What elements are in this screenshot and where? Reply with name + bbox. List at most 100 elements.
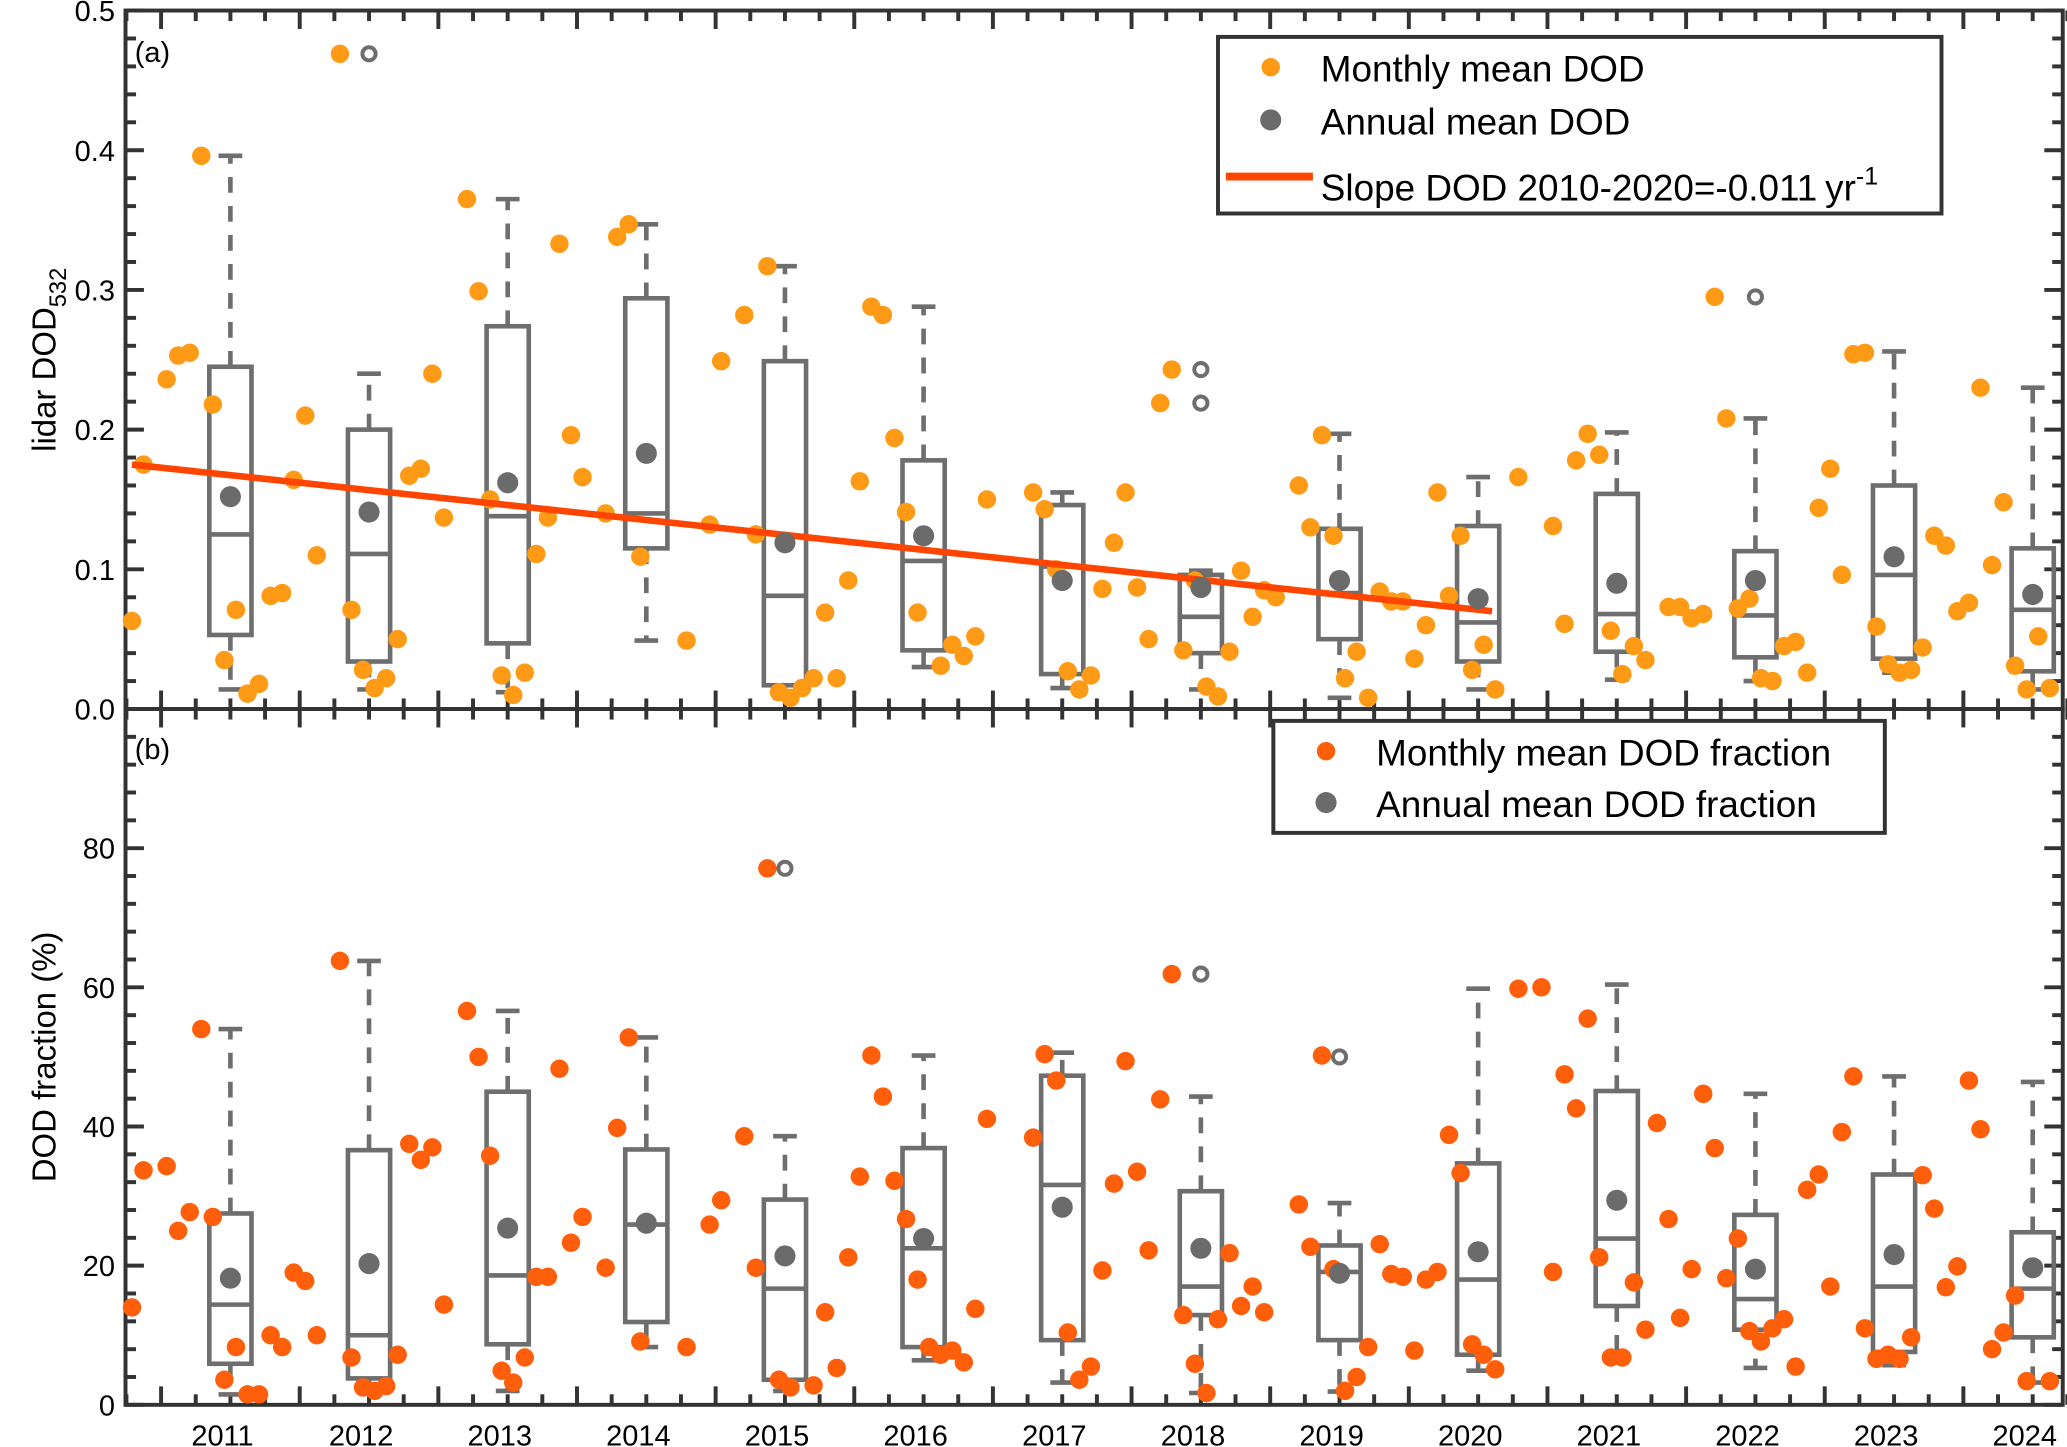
monthly-point — [1127, 578, 1147, 597]
monthly-point — [296, 1271, 315, 1291]
monthly-point — [1948, 1257, 1967, 1276]
monthly-point — [1231, 1296, 1251, 1316]
monthly-point — [1740, 589, 1759, 608]
monthly-point — [735, 1127, 754, 1146]
monthly-point — [1797, 1180, 1817, 1200]
y-tick-label: 20 — [83, 1251, 115, 1283]
monthly-point — [1335, 1381, 1355, 1401]
monthly-point — [735, 305, 754, 325]
monthly-point — [1139, 629, 1158, 649]
monthly-point — [1358, 1337, 1378, 1357]
monthly-point — [249, 674, 269, 694]
boxplot-2018 — [1177, 360, 1225, 692]
monthly-point — [850, 472, 870, 491]
monthly-point — [1693, 1084, 1713, 1104]
annual-mean-point — [774, 1245, 796, 1267]
box-iqr — [1593, 491, 1641, 655]
monthly-point — [1809, 498, 1828, 518]
y-tick-label: 80 — [83, 834, 115, 866]
monthly-point — [700, 1215, 719, 1234]
monthly-point — [827, 1358, 846, 1378]
monthly-point — [1104, 533, 1124, 552]
monthly-point — [758, 859, 777, 878]
monthly-point — [2017, 680, 2036, 699]
panel-a-ylabel-main: lidar DOD — [26, 307, 63, 452]
annual-mean-point — [1744, 569, 1766, 592]
outlier-marker — [1192, 360, 1210, 379]
monthly-point — [1231, 561, 1251, 580]
outlier-marker — [1330, 1048, 1349, 1066]
monthly-point — [1821, 459, 1840, 478]
monthly-point — [1936, 536, 1956, 555]
monthly-point — [1555, 614, 1574, 634]
monthly-point — [1150, 393, 1170, 413]
monthly-point — [607, 1118, 627, 1138]
x-tick-label: 2011 — [191, 1421, 253, 1447]
monthly-point — [815, 603, 835, 622]
monthly-point — [423, 1138, 442, 1157]
box-iqr — [622, 1147, 670, 1325]
boxplot-2014 — [622, 221, 670, 643]
panel-a-ylabel: lidar DOD532 — [26, 268, 73, 452]
monthly-point — [1543, 1262, 1563, 1282]
monthly-point — [1358, 688, 1378, 708]
outlier-marker — [1192, 965, 1210, 983]
monthly-point — [122, 611, 142, 631]
monthly-point — [966, 627, 985, 646]
monthly-point — [873, 1087, 893, 1106]
monthly-point — [411, 459, 431, 478]
y-tick-label: 0.0 — [75, 695, 115, 727]
box-iqr — [2009, 1229, 2057, 1340]
monthly-point — [1486, 1360, 1505, 1379]
monthly-point — [1832, 565, 1852, 585]
monthly-point — [307, 1326, 327, 1345]
monthly-point — [1959, 1071, 1979, 1090]
y-tick-label: 0.1 — [75, 555, 115, 587]
monthly-point — [1254, 1303, 1274, 1322]
monthly-point — [1243, 1277, 1262, 1296]
monthly-point — [1809, 1165, 1828, 1184]
monthly-point — [804, 1376, 823, 1395]
monthly-point — [1370, 1234, 1389, 1254]
monthly-point — [157, 370, 176, 389]
panel-b-ylabel: DOD fraction (%) — [26, 932, 63, 1183]
boxplot-2013 — [484, 196, 532, 695]
monthly-point — [1070, 1370, 1089, 1390]
monthly-point — [1451, 526, 1470, 546]
legend-annual-fraction-marker — [1315, 792, 1337, 814]
monthly-point — [2029, 627, 2048, 646]
monthly-point — [1023, 483, 1043, 502]
monthly-point — [1636, 650, 1655, 670]
x-tick-label: 2018 — [1161, 1421, 1225, 1447]
monthly-point — [2017, 1371, 2036, 1391]
monthly-point — [873, 305, 893, 325]
monthly-point — [527, 544, 546, 564]
monthly-point — [1220, 642, 1239, 661]
monthly-point — [781, 1378, 800, 1397]
monthly-point — [1093, 1261, 1112, 1280]
monthly-point — [1289, 1195, 1309, 1214]
monthly-point — [1243, 607, 1262, 627]
monthly-point — [434, 508, 454, 527]
boxplot-2024 — [2009, 385, 2057, 692]
x-tick-label: 2016 — [883, 1421, 947, 1447]
monthly-point — [1486, 680, 1505, 699]
legend-trend-label: Slope DOD 2010-2020=-0.011 yr-1 — [1321, 162, 1878, 208]
legend-monthly-dod-label: Monthly mean DOD — [1321, 49, 1645, 90]
annual-mean-point — [635, 1212, 657, 1234]
monthly-point — [1405, 1341, 1424, 1360]
annual-mean-point — [1328, 1262, 1351, 1284]
monthly-point — [1532, 978, 1551, 997]
monthly-point — [503, 1373, 523, 1392]
monthly-point — [1150, 1090, 1170, 1109]
monthly-point — [1624, 636, 1644, 656]
monthly-point — [1901, 1328, 1921, 1347]
x-tick-label: 2023 — [1854, 1421, 1918, 1447]
annual-mean-point — [1328, 569, 1351, 592]
monthly-point — [1566, 1099, 1586, 1118]
monthly-point — [388, 1345, 407, 1364]
monthly-point — [1613, 1348, 1632, 1367]
outlier-marker — [1746, 288, 1764, 306]
monthly-point — [1312, 1046, 1332, 1065]
annual-mean-point — [497, 1217, 519, 1239]
